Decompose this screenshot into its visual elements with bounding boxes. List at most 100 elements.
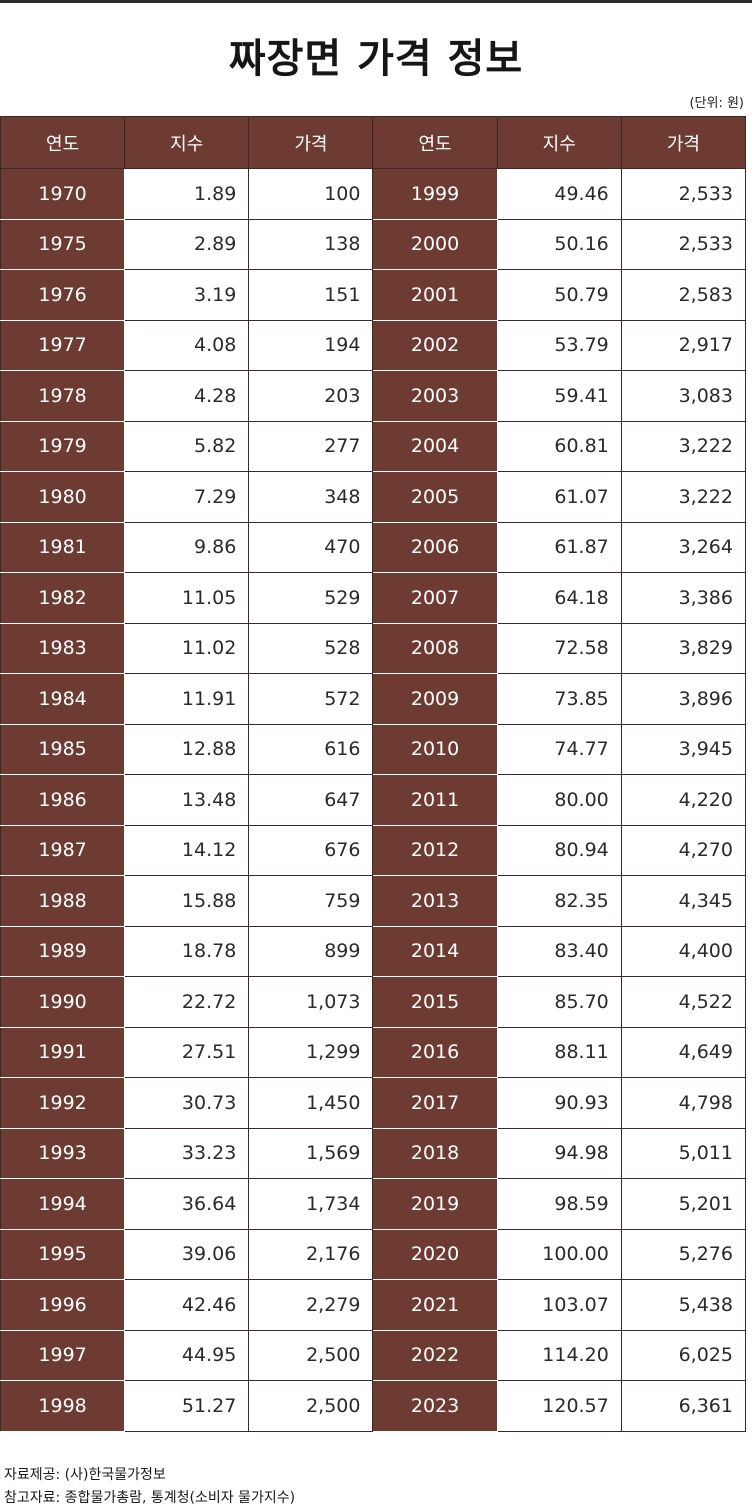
index-cell: 80.00	[496, 774, 622, 826]
table-body: 1970 1.89 100 1999 49.46 2,533 1975 2.89 138 2000…	[0, 168, 747, 1432]
price-cell: 277	[248, 420, 374, 472]
year-cell: 2000	[372, 218, 498, 270]
header-cell: 지수	[124, 116, 250, 169]
header-cell: 연도	[0, 116, 126, 169]
price-cell: 4,270	[620, 824, 747, 876]
index-cell: 53.79	[496, 319, 622, 371]
price-cell: 2,917	[620, 319, 747, 371]
year-cell: 1997	[0, 1329, 126, 1381]
index-cell: 11.02	[124, 622, 250, 674]
table-row: 1994 36.64 1,734 2019 98.59 5,201	[0, 1178, 747, 1230]
table-row: 1980 7.29 348 2005 61.07 3,222	[0, 471, 747, 523]
year-cell: 1991	[0, 1026, 126, 1078]
price-cell: 1,450	[248, 1077, 374, 1129]
index-cell: 27.51	[124, 1026, 250, 1078]
year-cell: 2023	[372, 1380, 498, 1432]
table-row: 1997 44.95 2,500 2022 114.20 6,025	[0, 1329, 747, 1381]
price-cell: 4,400	[620, 925, 747, 977]
index-cell: 12.88	[124, 723, 250, 775]
index-cell: 15.88	[124, 875, 250, 927]
index-cell: 59.41	[496, 370, 622, 422]
year-cell: 2022	[372, 1329, 498, 1381]
year-cell: 1983	[0, 622, 126, 674]
year-cell: 2008	[372, 622, 498, 674]
table-row: 1984 11.91 572 2009 73.85 3,896	[0, 673, 747, 725]
price-cell: 470	[248, 521, 374, 573]
header-cell: 지수	[496, 116, 622, 169]
table-row: 1990 22.72 1,073 2015 85.70 4,522	[0, 976, 747, 1028]
index-cell: 72.58	[496, 622, 622, 674]
year-cell: 1970	[0, 168, 126, 220]
price-cell: 3,945	[620, 723, 747, 775]
index-cell: 11.91	[124, 673, 250, 725]
index-cell: 50.16	[496, 218, 622, 270]
index-cell: 85.70	[496, 976, 622, 1028]
index-cell: 39.06	[124, 1228, 250, 1280]
table-row: 1991 27.51 1,299 2016 88.11 4,649	[0, 1026, 747, 1078]
price-cell: 2,176	[248, 1228, 374, 1280]
price-cell: 5,201	[620, 1178, 747, 1230]
table-row: 1983 11.02 528 2008 72.58 3,829	[0, 622, 747, 674]
price-cell: 2,533	[620, 218, 747, 270]
header-cell: 연도	[372, 116, 498, 169]
page-title: 짜장면 가격 정보	[228, 36, 524, 82]
index-cell: 100.00	[496, 1228, 622, 1280]
year-cell: 1975	[0, 218, 126, 270]
table-row: 1987 14.12 676 2012 80.94 4,270	[0, 824, 747, 876]
price-cell: 1,299	[248, 1026, 374, 1078]
year-cell: 2010	[372, 723, 498, 775]
table-row: 1982 11.05 529 2007 64.18 3,386	[0, 572, 747, 624]
index-cell: 4.28	[124, 370, 250, 422]
table-row: 1975 2.89 138 2000 50.16 2,533	[0, 218, 747, 270]
year-cell: 1995	[0, 1228, 126, 1280]
table-row: 1985 12.88 616 2010 74.77 3,945	[0, 723, 747, 775]
year-cell: 1994	[0, 1178, 126, 1230]
index-cell: 7.29	[124, 471, 250, 523]
price-cell: 2,500	[248, 1380, 374, 1432]
price-cell: 5,438	[620, 1279, 747, 1331]
unit-note: (단위: 원)	[689, 96, 744, 111]
year-cell: 2002	[372, 319, 498, 371]
price-cell: 1,569	[248, 1127, 374, 1179]
index-cell: 98.59	[496, 1178, 622, 1230]
top-rule	[0, 0, 752, 3]
year-cell: 1992	[0, 1077, 126, 1129]
year-cell: 2013	[372, 875, 498, 927]
year-cell: 2009	[372, 673, 498, 725]
index-cell: 82.35	[496, 875, 622, 927]
price-cell: 151	[248, 269, 374, 321]
price-cell: 4,798	[620, 1077, 747, 1129]
price-cell: 3,222	[620, 471, 747, 523]
index-cell: 114.20	[496, 1329, 622, 1381]
year-cell: 1978	[0, 370, 126, 422]
header-cell: 가격	[620, 116, 747, 169]
index-cell: 18.78	[124, 925, 250, 977]
index-cell: 103.07	[496, 1279, 622, 1331]
index-cell: 3.19	[124, 269, 250, 321]
year-cell: 1982	[0, 572, 126, 624]
index-cell: 2.89	[124, 218, 250, 270]
index-cell: 42.46	[124, 1279, 250, 1331]
table-row: 1978 4.28 203 2003 59.41 3,083	[0, 370, 747, 422]
price-cell: 3,264	[620, 521, 747, 573]
index-cell: 94.98	[496, 1127, 622, 1179]
price-cell: 2,583	[620, 269, 747, 321]
price-cell: 4,220	[620, 774, 747, 826]
price-cell: 572	[248, 673, 374, 725]
price-cell: 1,073	[248, 976, 374, 1028]
year-cell: 1987	[0, 824, 126, 876]
price-cell: 647	[248, 774, 374, 826]
year-cell: 1998	[0, 1380, 126, 1432]
price-cell: 528	[248, 622, 374, 674]
index-cell: 83.40	[496, 925, 622, 977]
year-cell: 1986	[0, 774, 126, 826]
table-row: 1976 3.19 151 2001 50.79 2,583	[0, 269, 747, 321]
year-cell: 2015	[372, 976, 498, 1028]
year-cell: 2016	[372, 1026, 498, 1078]
index-cell: 90.93	[496, 1077, 622, 1129]
table-row: 1988 15.88 759 2013 82.35 4,345	[0, 875, 747, 927]
table-row: 1970 1.89 100 1999 49.46 2,533	[0, 168, 747, 220]
price-cell: 529	[248, 572, 374, 624]
table-row: 1989 18.78 899 2014 83.40 4,400	[0, 925, 747, 977]
price-cell: 100	[248, 168, 374, 220]
